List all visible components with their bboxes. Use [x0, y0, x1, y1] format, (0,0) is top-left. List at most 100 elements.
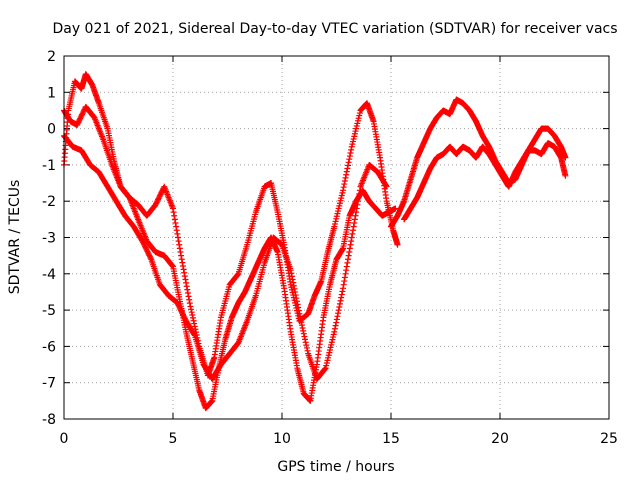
data-point: [341, 181, 348, 188]
data-point: [354, 198, 361, 205]
data-point: [173, 223, 180, 230]
data-point: [333, 319, 340, 326]
data-point: [172, 219, 179, 226]
data-point: [346, 245, 353, 252]
data-point: [303, 344, 310, 351]
data-point: [289, 276, 296, 283]
data-point: [349, 230, 356, 237]
data-point: [343, 267, 350, 274]
data-point: [340, 187, 347, 194]
data-point: [340, 184, 347, 191]
data-point: [294, 301, 301, 308]
data-point: [341, 177, 348, 184]
data-point: [304, 347, 311, 354]
data-point: [394, 241, 401, 248]
data-point: [345, 256, 352, 263]
data-point: [340, 285, 347, 292]
data-point: [348, 238, 355, 245]
data-point: [191, 320, 198, 327]
data-point: [189, 314, 196, 321]
data-point: [170, 209, 177, 216]
data-point: [183, 279, 190, 286]
data-point: [174, 230, 181, 237]
data-point: [174, 234, 181, 241]
data-point: [345, 159, 352, 166]
series-3: [61, 132, 390, 383]
data-point: [335, 310, 342, 317]
data-point: [353, 205, 360, 212]
x-tick-label: 0: [60, 431, 69, 447]
data-point: [186, 300, 193, 307]
data-point: [354, 201, 361, 208]
data-point: [332, 322, 339, 329]
data-point: [179, 259, 186, 266]
data-point: [356, 187, 363, 194]
y-tick-label: -1: [42, 158, 56, 174]
data-point: [334, 313, 341, 320]
data-point: [336, 300, 343, 307]
data-point: [297, 316, 304, 323]
y-tick-label: 1: [47, 85, 56, 101]
data-point: [336, 303, 343, 310]
data-point: [171, 212, 178, 219]
data-point: [188, 306, 195, 313]
data-point: [343, 263, 350, 270]
data-point: [355, 194, 362, 201]
data-point: [346, 153, 353, 160]
data-point: [344, 165, 351, 172]
y-tick-label: -7: [42, 376, 56, 392]
data-point: [288, 270, 295, 277]
data-point: [190, 317, 197, 324]
data-point: [342, 270, 349, 277]
data-point: [298, 319, 305, 326]
data-point: [234, 271, 241, 278]
data-point: [343, 168, 350, 175]
data-point: [169, 262, 176, 269]
data-point: [185, 293, 192, 300]
data-point: [191, 323, 198, 330]
data-point: [352, 212, 359, 219]
data-point: [331, 325, 338, 332]
data-point: [186, 296, 193, 303]
data-point: [290, 282, 297, 289]
y-tick-label: 0: [47, 122, 56, 138]
data-point: [383, 182, 390, 189]
x-tick-label: 10: [273, 431, 291, 447]
data-point: [291, 285, 298, 292]
data-point: [351, 216, 358, 223]
data-point: [341, 278, 348, 285]
data-point: [343, 171, 350, 178]
data-point: [171, 216, 178, 223]
data-point: [346, 249, 353, 256]
data-point: [347, 149, 354, 156]
x-tick-label: 20: [491, 431, 509, 447]
data-point: [356, 190, 363, 197]
data-point: [348, 146, 355, 153]
y-tick-label: -4: [42, 267, 56, 283]
y-tick-label: -8: [42, 412, 56, 428]
data-point: [345, 252, 352, 259]
data-point: [187, 303, 194, 310]
data-point: [293, 295, 300, 302]
data-point: [182, 276, 189, 283]
data-point: [188, 309, 195, 316]
data-point: [191, 331, 198, 338]
series-4: [388, 96, 569, 230]
data-point: [341, 274, 348, 281]
data-point: [173, 227, 180, 234]
data-point: [333, 316, 340, 323]
data-point: [346, 156, 353, 163]
data-point: [392, 205, 399, 212]
x-tick-label: 15: [382, 431, 400, 447]
data-point: [339, 288, 346, 295]
y-tick-label: -2: [42, 194, 56, 210]
data-point: [170, 205, 176, 212]
x-axis-label: GPS time / hours: [277, 459, 394, 475]
data-point: [353, 209, 360, 216]
data-point: [292, 288, 299, 295]
data-point: [348, 234, 355, 241]
data-point: [292, 292, 299, 299]
data-point: [338, 291, 345, 298]
data-point: [175, 238, 182, 245]
data-point: [383, 183, 390, 190]
